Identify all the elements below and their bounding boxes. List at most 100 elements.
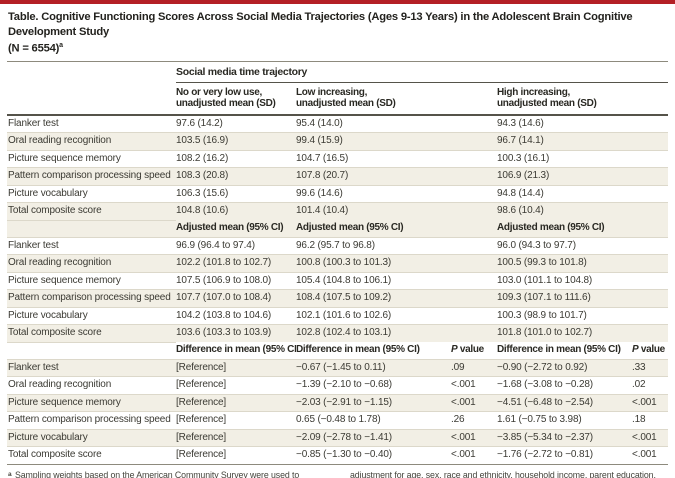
cell-value: 106.9 (21.3) — [497, 167, 668, 186]
row-label: Picture vocabulary — [7, 184, 176, 203]
table-row: Total composite score 104.8 (10.6) 101.4… — [7, 202, 668, 221]
cell-value: 103.6 (103.3 to 103.9) — [176, 324, 296, 343]
cell-p-value: <.001 — [632, 446, 668, 464]
cell-value: 99.6 (14.6) — [296, 184, 497, 203]
row-label: Picture sequence memory — [7, 271, 176, 290]
cell-value: 108.2 (16.2) — [176, 149, 296, 168]
table-row: Picture vocabulary 106.3 (15.6) 99.6 (14… — [7, 184, 668, 203]
row-label: Picture sequence memory — [7, 149, 176, 168]
group-header: Social media time trajectory — [176, 62, 668, 83]
cell-p-value: <.001 — [451, 376, 497, 395]
empty-cell — [7, 219, 176, 238]
cell-value: 107.5 (106.9 to 108.0) — [176, 271, 296, 290]
cell-value: 102.1 (101.6 to 102.6) — [296, 306, 497, 325]
cell-value: 103.0 (101.1 to 104.8) — [497, 271, 668, 290]
cell-p-value: .18 — [632, 411, 668, 430]
cell-value: 96.7 (14.1) — [497, 132, 668, 151]
cell-p-value: <.001 — [451, 446, 497, 464]
row-label: Oral reading recognition — [7, 254, 176, 273]
cell-value: 107.8 (20.7) — [296, 167, 497, 186]
page-title: Table. Cognitive Functioning Scores Acro… — [7, 4, 668, 63]
row-label: Pattern comparison processing speed — [7, 289, 176, 308]
cell-value: 108.3 (20.8) — [176, 167, 296, 186]
cell-value: 100.5 (99.3 to 101.8) — [497, 254, 668, 273]
row-label: Total composite score — [7, 202, 176, 221]
table-row: Picture sequence memory 108.2 (16.2) 104… — [7, 149, 668, 168]
cell-value: −1.76 (−2.72 to −0.81) — [497, 446, 632, 464]
cell-reference: [Reference] — [176, 428, 296, 447]
row-label: Picture vocabulary — [7, 306, 176, 325]
footnote: a Sampling weights based on the American… — [7, 465, 668, 478]
cell-value: −0.67 (−1.45 to 0.11) — [296, 358, 451, 377]
table-row: Picture sequence memory [Reference] −2.0… — [7, 393, 668, 412]
cell-reference: [Reference] — [176, 446, 296, 464]
title-line-2: (N = 6554)a — [8, 42, 63, 55]
cell-reference: [Reference] — [176, 358, 296, 377]
cell-value: 107.7 (107.0 to 108.4) — [176, 289, 296, 308]
cell-value: 102.8 (102.4 to 103.1) — [296, 324, 497, 343]
footnote-column-right: adjustment for age, sex, race and ethnic… — [350, 469, 656, 478]
row-label: Oral reading recognition — [7, 132, 176, 151]
table-row: Oral reading recognition 103.5 (16.9) 99… — [7, 132, 668, 151]
row-label: Total composite score — [7, 324, 176, 343]
cell-p-value: <.001 — [632, 393, 668, 412]
subheader-adjusted-mean: Adjusted mean (95% CI) — [497, 222, 605, 234]
cell-value: −2.09 (−2.78 to −1.41) — [296, 428, 451, 447]
table-row: Picture vocabulary 104.2 (103.8 to 104.6… — [7, 306, 668, 325]
cell-p-value: .33 — [632, 358, 668, 377]
section-subheader-row: Difference in mean (95% CI) Difference i… — [7, 341, 668, 360]
column-header-row: No or very low use, unadjusted mean (SD) … — [7, 82, 668, 116]
table-row: Flanker test [Reference] −0.67 (−1.45 to… — [7, 358, 668, 377]
table-row: Pattern comparison processing speed 108.… — [7, 167, 668, 186]
cell-value: 109.3 (107.1 to 111.6) — [497, 289, 668, 308]
cell-value: 103.5 (16.9) — [176, 132, 296, 151]
cell-value: 101.4 (10.4) — [296, 202, 497, 221]
cell-p-value: .02 — [632, 376, 668, 395]
empty-cell — [7, 62, 176, 82]
title-line-1: Table. Cognitive Functioning Scores Acro… — [8, 11, 633, 38]
subheader-difference: Difference in mean (95% CI) — [296, 344, 420, 356]
row-label: Flanker test — [7, 358, 176, 377]
table-row: Picture sequence memory 107.5 (106.9 to … — [7, 271, 668, 290]
cell-value: 99.4 (15.9) — [296, 132, 497, 151]
table-row: Pattern comparison processing speed 107.… — [7, 289, 668, 308]
title-footnote-marker: a — [59, 42, 63, 49]
cell-reference: [Reference] — [176, 376, 296, 395]
footnote-column-left: a Sampling weights based on the American… — [8, 470, 332, 478]
row-label: Picture vocabulary — [7, 428, 176, 447]
subheader-adjusted-mean: Adjusted mean (95% CI) — [176, 222, 284, 234]
table-row: Pattern comparison processing speed [Ref… — [7, 411, 668, 430]
cell-value: 105.4 (104.8 to 106.1) — [296, 271, 497, 290]
cell-reference: [Reference] — [176, 411, 296, 430]
table-row: Oral reading recognition 102.2 (101.8 to… — [7, 254, 668, 273]
cell-value: 1.61 (−0.75 to 3.98) — [497, 411, 632, 430]
cell-value: 94.8 (14.4) — [497, 184, 668, 203]
subheader-difference: Difference in mean (95% CI) — [176, 344, 296, 356]
cell-value: 96.9 (96.4 to 97.4) — [176, 236, 296, 255]
cell-value: 100.3 (98.9 to 101.7) — [497, 306, 668, 325]
row-label: Total composite score — [7, 446, 176, 464]
cell-value: −4.51 (−6.48 to −2.54) — [497, 393, 632, 412]
cell-value: 100.8 (100.3 to 101.3) — [296, 254, 497, 273]
cell-value: 97.6 (14.2) — [176, 117, 223, 129]
cell-value: 104.8 (10.6) — [176, 202, 296, 221]
table-bottom-rule — [7, 463, 668, 465]
subheader-p-value: P value — [451, 344, 484, 356]
cell-value: 100.3 (16.1) — [497, 149, 668, 168]
cell-p-value: <.001 — [632, 428, 668, 447]
cell-value: 96.2 (95.7 to 96.8) — [296, 236, 497, 255]
cell-value: −3.85 (−5.34 to −2.37) — [497, 428, 632, 447]
cognitive-scores-table: Social media time trajectory No or very … — [7, 62, 668, 464]
row-label: Pattern comparison processing speed — [7, 411, 176, 430]
group-header-row: Social media time trajectory — [7, 62, 668, 83]
cell-value: 106.3 (15.6) — [176, 184, 296, 203]
cell-reference: [Reference] — [176, 393, 296, 412]
column-header-low-increasing: Low increasing, unadjusted mean (SD) — [296, 82, 497, 116]
cell-value: −0.85 (−1.30 to −0.40) — [296, 446, 451, 464]
table-row: Oral reading recognition [Reference] −1.… — [7, 376, 668, 395]
cell-value: 102.2 (101.8 to 102.7) — [176, 254, 296, 273]
column-header-high-increasing: High increasing, unadjusted mean (SD) — [497, 82, 668, 116]
column-header-no-low-use: No or very low use, unadjusted mean (SD) — [176, 82, 296, 116]
row-label: Oral reading recognition — [7, 376, 176, 395]
table-row: Total composite score [Reference] −0.85 … — [7, 446, 668, 464]
